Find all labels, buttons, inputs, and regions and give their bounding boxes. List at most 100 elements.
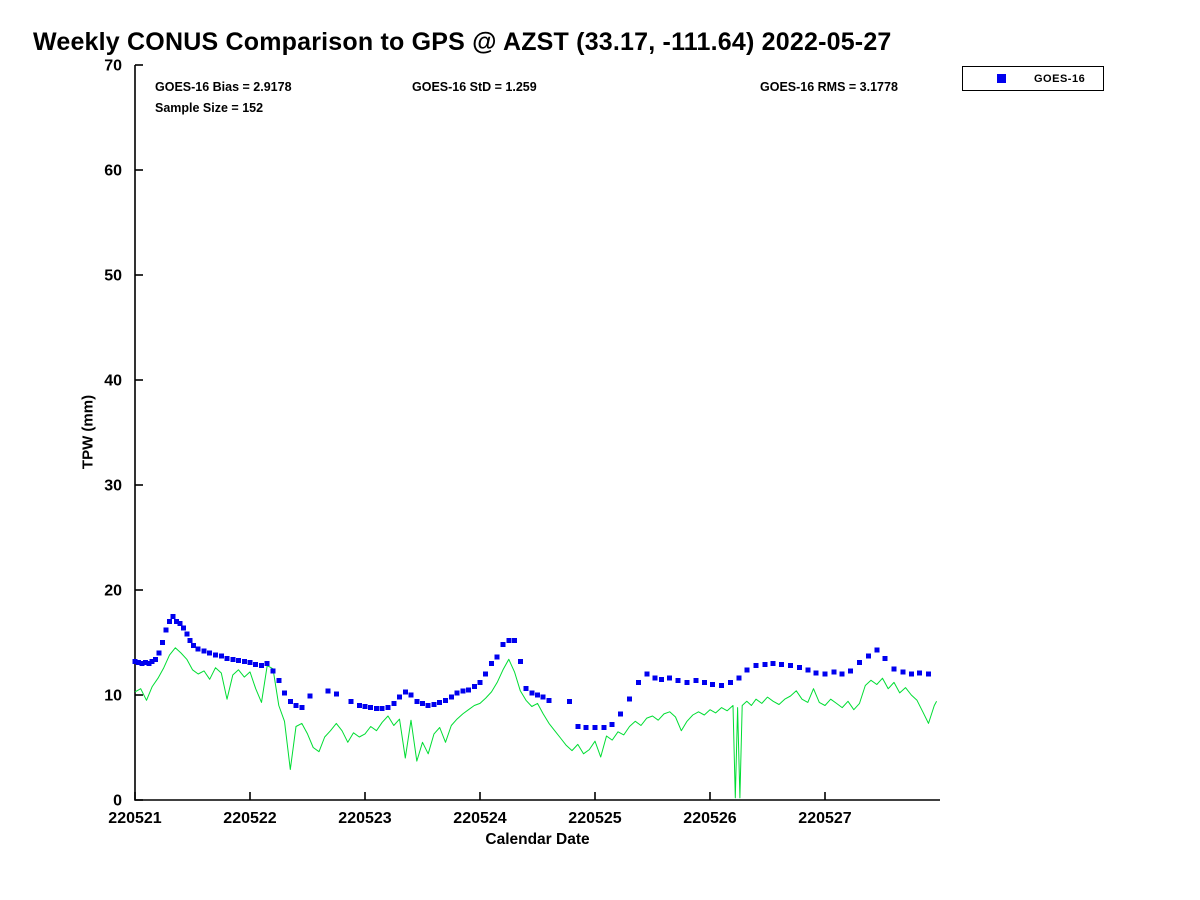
goes16-data-marker: [523, 686, 529, 692]
goes16-data-marker: [437, 699, 443, 705]
y-tick-label: 50: [104, 268, 122, 285]
goes16-data-marker: [908, 671, 914, 677]
goes16-data-marker: [276, 677, 282, 683]
stat-std: GOES-16 StD = 1.259: [412, 80, 537, 94]
goes16-data-marker: [652, 675, 658, 681]
goes16-data-marker: [135, 660, 141, 665]
goes16-data-marker: [195, 646, 201, 652]
goes16-data-marker: [797, 665, 803, 671]
y-tick-label: 60: [104, 163, 122, 180]
goes16-data-marker: [230, 656, 236, 662]
goes16-data-marker: [224, 655, 230, 661]
goes16-data-marker: [857, 660, 862, 665]
goes16-data-marker: [247, 660, 253, 665]
goes16-data-marker: [744, 667, 750, 673]
goes16-data-marker: [583, 725, 589, 730]
goes16-data-marker: [567, 698, 573, 704]
goes16-data-marker: [264, 661, 270, 666]
goes16-data-marker: [420, 700, 425, 706]
goes16-data-marker: [882, 655, 888, 661]
goes16-data-marker: [425, 703, 431, 708]
goes16-data-marker: [241, 658, 247, 664]
goes16-data-marker: [270, 668, 276, 674]
chart-title: Weekly CONUS Comparison to GPS @ AZST (3…: [33, 28, 892, 56]
goes16-data-marker: [675, 677, 681, 683]
goes16-data-marker: [293, 703, 299, 708]
goes16-square-marker-icon: [997, 74, 1006, 83]
goes16-data-marker: [454, 690, 460, 696]
goes16-data-marker: [325, 688, 331, 694]
goes16-data-marker: [506, 637, 512, 643]
goes16-data-marker: [659, 676, 665, 682]
goes16-data-marker: [667, 675, 673, 681]
goes16-data-marker: [575, 724, 581, 729]
goes16-data-marker: [822, 671, 828, 677]
goes16-data-marker: [146, 661, 152, 666]
goes16-data-marker: [471, 684, 477, 690]
goes16-data-marker: [431, 702, 437, 707]
legend-box: GOES-16: [962, 66, 1104, 91]
y-tick-label: 10: [104, 688, 122, 705]
goes16-data-marker: [180, 625, 186, 631]
goes16-data-marker: [307, 693, 313, 699]
goes16-data-marker: [149, 658, 155, 664]
goes16-data-marker: [644, 671, 650, 677]
goes16-data-marker: [770, 661, 776, 666]
goes16-data-marker: [170, 613, 176, 619]
goes16-data-marker: [139, 661, 145, 666]
goes16-data-marker: [489, 661, 494, 666]
goes16-data-marker: [900, 669, 906, 675]
goes16-data-marker: [163, 627, 169, 633]
gps-line-series: [134, 647, 938, 799]
x-tick-label: 220521: [108, 810, 161, 827]
goes16-data-marker: [448, 694, 454, 700]
y-tick-label: 40: [104, 373, 122, 390]
goes16-data-marker: [874, 647, 880, 653]
y-tick-label: 20: [104, 583, 122, 600]
goes16-data-marker: [609, 721, 615, 727]
goes16-data-marker: [512, 637, 517, 643]
goes16-data-marker: [167, 619, 172, 624]
goes16-data-marker: [926, 671, 931, 677]
goes16-data-marker: [408, 692, 414, 698]
goes16-data-marker: [333, 691, 339, 697]
y-tick-label: 0: [113, 793, 122, 810]
goes16-data-marker: [627, 696, 632, 702]
goes16-data-marker: [753, 663, 759, 669]
goes16-data-marker: [207, 650, 213, 656]
goes16-data-marker: [466, 687, 471, 693]
goes16-data-marker: [236, 657, 241, 663]
x-axis-label: Calendar Date: [485, 831, 590, 848]
goes16-data-marker: [891, 666, 897, 672]
goes16-data-marker: [847, 668, 853, 674]
goes16-data-marker: [142, 660, 148, 665]
goes16-data-marker: [356, 703, 362, 708]
stat-sample-size: Sample Size = 152: [155, 101, 264, 115]
goes16-data-marker: [719, 683, 724, 688]
x-tick-label: 220522: [223, 810, 276, 827]
goes16-data-marker: [839, 671, 845, 677]
goes16-data-marker: [813, 670, 819, 676]
goes16-data-marker: [187, 637, 193, 643]
goes16-data-marker: [201, 648, 207, 654]
goes16-data-marker: [500, 642, 506, 648]
goes16-data-marker: [173, 619, 179, 624]
goes16-data-marker: [736, 675, 742, 681]
goes16-data-marker: [379, 706, 385, 712]
goes16-data-marker: [132, 658, 138, 664]
goes16-data-marker: [866, 653, 872, 659]
x-tick-label: 220527: [798, 810, 851, 827]
goes16-data-marker: [156, 650, 162, 656]
x-tick-label: 220526: [683, 810, 736, 827]
goes16-data-marker: [368, 705, 374, 711]
goes16-data-marker: [397, 694, 402, 700]
goes16-data-marker: [684, 679, 690, 685]
goes16-data-marker: [494, 654, 500, 660]
goes16-data-marker: [517, 658, 523, 664]
goes16-data-marker: [253, 662, 259, 667]
goes16-data-marker: [601, 725, 607, 730]
goes16-data-marker: [728, 679, 734, 685]
goes16-data-marker: [191, 643, 197, 649]
goes16-data-marker: [535, 692, 540, 698]
